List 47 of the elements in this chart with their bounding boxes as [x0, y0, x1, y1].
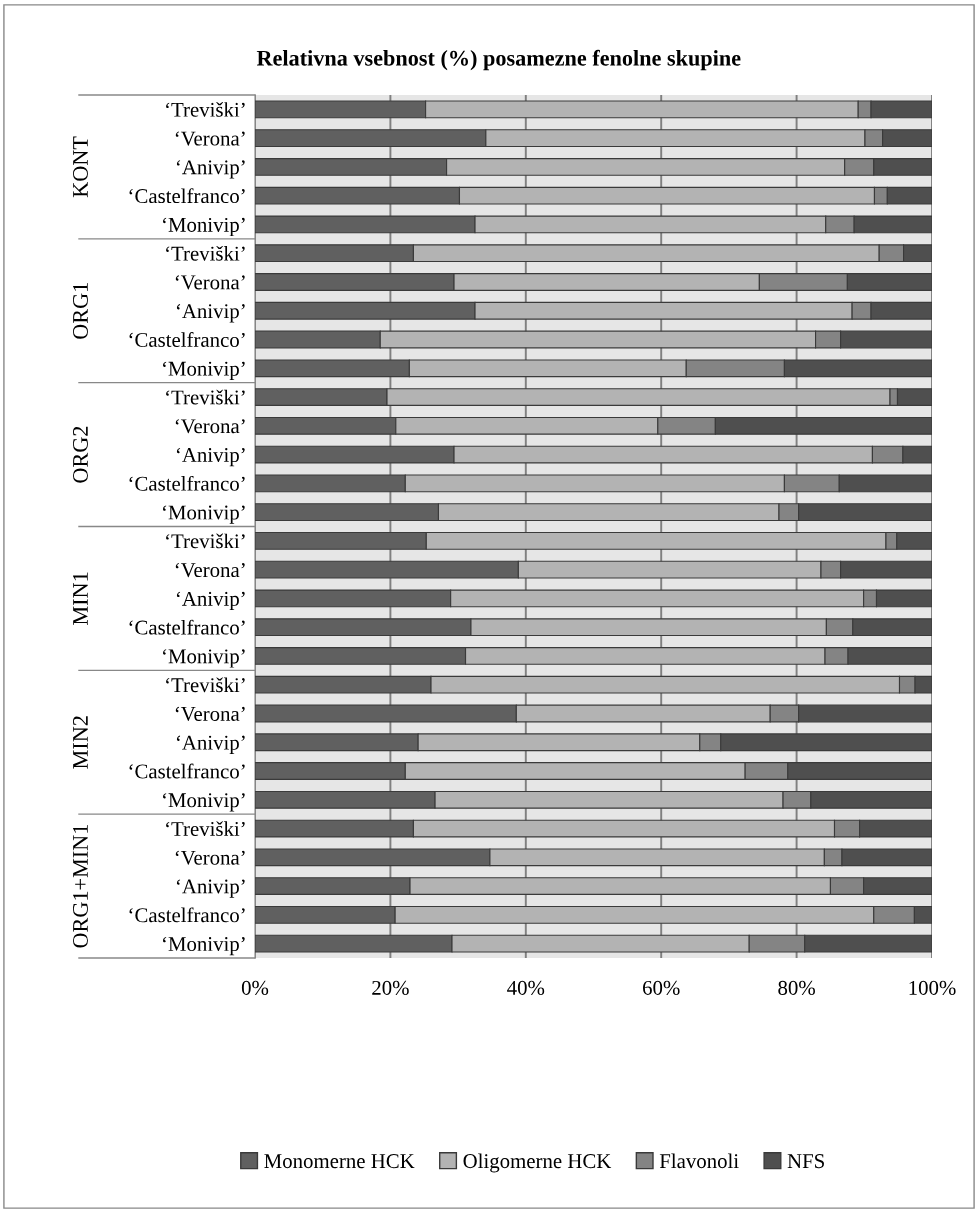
y-tick-label: ‘Anivip’ — [176, 591, 245, 611]
y-tick-label: ‘Verona’ — [175, 419, 245, 434]
y-tick-label: ‘Verona’ — [175, 275, 245, 290]
y-tick-label: ‘Treviški’ — [166, 245, 245, 261]
y-tick-label: ‘Treviški’ — [166, 533, 245, 549]
y-tick-label: ‘Treviški’ — [166, 102, 245, 117]
y-tick-label: ‘Treviški’ — [166, 677, 245, 693]
y-tick-label: ‘Monivip’ — [163, 361, 245, 380]
text: ORG1+MIN1 — [72, 824, 88, 948]
y-tick-label: ‘Verona’ — [175, 850, 245, 865]
y-tick-label: ‘Monivip’ — [163, 505, 245, 524]
y-tick-label: ‘Monivip’ — [163, 936, 245, 956]
text: ORG1 — [72, 283, 88, 339]
y-tick-label: ‘Verona’ — [175, 563, 245, 578]
y-tick-label: ‘Castelfranco’ — [129, 188, 245, 204]
y-tick-label: ‘Anivip’ — [176, 304, 245, 323]
text: MIN2 — [72, 716, 88, 769]
text: MIN1 — [73, 572, 88, 625]
legend-label: Flavonoli — [659, 1153, 739, 1169]
y-tick-label: ‘Castelfranco’ — [129, 907, 245, 923]
y-tick-label: ‘Castelfranco’ — [129, 619, 245, 635]
legend-label: Monomerne HCK — [264, 1154, 415, 1169]
chart-title: Relativna vsebnost (%) posamezne fenolne skupine — [256, 49, 741, 71]
y-tick-label: ‘Castelfranco’ — [129, 763, 245, 779]
y-tick-label: ‘Anivip’ — [176, 447, 245, 467]
legend-label: Oligomerne HCK — [463, 1153, 612, 1173]
y-tick-label: ‘Monivip’ — [163, 649, 245, 668]
y-tick-label: ‘Treviški’ — [166, 389, 245, 405]
text: ORG2 — [72, 426, 88, 483]
x-tick-label: 0% — [241, 980, 269, 995]
x-tick-label: 80% — [778, 980, 815, 995]
y-tick-label: ‘Castelfranco’ — [129, 475, 245, 491]
text: KONT — [72, 136, 88, 198]
x-tick-label: 100% — [909, 980, 956, 995]
legend-label: NFS — [787, 1154, 824, 1169]
y-tick-label: ‘Anivip’ — [176, 160, 245, 179]
y-tick-label: ‘Verona’ — [175, 131, 245, 146]
y-tick-label: ‘Treviški’ — [166, 821, 245, 836]
y-tick-label: ‘Verona’ — [175, 706, 245, 722]
y-tick-label: ‘Monivip’ — [163, 217, 245, 237]
y-tick-label: ‘Anivip’ — [176, 735, 245, 754]
y-tick-label: ‘Monivip’ — [163, 793, 245, 812]
x-tick-label: 60% — [643, 980, 680, 995]
y-tick-label: ‘Castelfranco’ — [129, 332, 245, 347]
x-tick-label: 20% — [372, 980, 409, 995]
y-tick-label: ‘Anivip’ — [176, 879, 245, 898]
x-tick-label: 40% — [507, 980, 545, 995]
